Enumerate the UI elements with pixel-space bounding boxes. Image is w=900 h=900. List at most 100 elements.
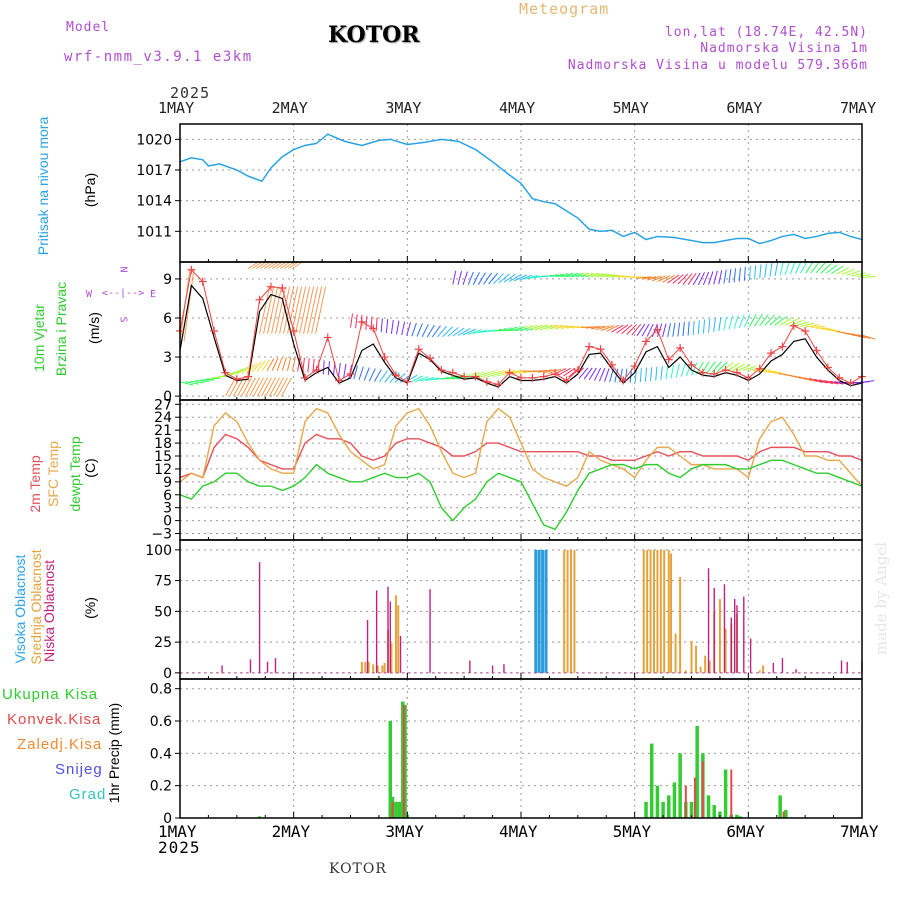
wind-barb <box>702 319 706 334</box>
wind-gust-marker <box>312 366 321 375</box>
wind-barb <box>462 328 476 336</box>
wind-barb <box>205 377 220 380</box>
bottom-day-label: 2MAY <box>271 822 311 841</box>
wind-barb <box>390 319 394 334</box>
bottom-day-label: 6MAY <box>726 822 765 841</box>
wind-barb <box>457 271 463 285</box>
y-tick-label: 21 <box>154 423 172 439</box>
top-day-label: 1MAY <box>158 99 195 117</box>
wind-gust-marker <box>732 368 741 377</box>
wind-barb <box>743 266 746 281</box>
wind-barb <box>554 324 569 329</box>
wind-barb <box>363 367 370 381</box>
wind-barb <box>179 381 194 386</box>
wind-barb <box>358 366 364 381</box>
wind-barb <box>563 367 576 377</box>
wind-barb <box>790 319 804 326</box>
wind-gust-marker <box>823 363 832 372</box>
wind-barb <box>723 316 728 331</box>
top-day-label: 4MAY <box>499 99 536 117</box>
top-day-label: 7MAY <box>840 99 877 117</box>
wind-barb <box>682 322 685 337</box>
wind-barb <box>723 269 727 284</box>
precip-legend-snow: Snijeg <box>55 761 103 778</box>
wind-barb <box>691 362 698 376</box>
wind-barb <box>728 269 732 284</box>
wind-gust-marker <box>471 372 480 381</box>
wind-barb <box>588 367 597 381</box>
wind-gust-marker <box>698 368 707 377</box>
grid-layer <box>180 124 862 819</box>
wind-barb <box>769 315 781 326</box>
wind-barb <box>539 324 554 330</box>
wind-gust-marker <box>642 337 651 346</box>
wind-barb <box>754 265 757 280</box>
wind-barb <box>846 270 861 276</box>
wind-barb <box>456 375 471 380</box>
wind-barb <box>748 265 751 281</box>
y-tick-label: 0 <box>163 514 172 530</box>
wind-barb <box>769 262 773 277</box>
wind-barb <box>606 273 620 278</box>
y-tick-label: 25 <box>154 635 172 651</box>
wind-barb <box>708 271 714 285</box>
wind-gust-marker <box>255 295 264 304</box>
wind-barb <box>519 274 533 281</box>
y-tick-label: 3 <box>163 501 172 517</box>
wind-barb <box>774 262 779 277</box>
wind-barb <box>616 324 629 334</box>
wind-barb <box>644 367 647 382</box>
frame-layer <box>179 123 863 819</box>
wind-gust-marker <box>710 369 719 378</box>
y-tick-label: 75 <box>154 574 172 590</box>
wind-barb <box>764 263 767 278</box>
wind-barb <box>706 361 716 374</box>
wind-hatch-line <box>287 261 299 269</box>
wind-barb <box>281 357 287 371</box>
y-tick-label: 6 <box>163 311 172 327</box>
wind-hatch-line <box>271 261 283 269</box>
wind-barb <box>420 376 435 382</box>
wind-barb <box>677 322 681 337</box>
wind-gust-marker <box>630 362 639 371</box>
wind-barb <box>795 260 802 274</box>
wind-gust-marker <box>369 324 378 333</box>
wind-barb <box>785 318 799 326</box>
wind-gust-marker <box>244 372 253 381</box>
wind-gust-marker <box>687 360 696 369</box>
wind-barb <box>544 324 559 330</box>
wind-barb <box>503 328 518 332</box>
wind-barb <box>759 264 762 279</box>
y-tick-label: 0.4 <box>150 746 172 762</box>
wind-barb <box>611 324 624 333</box>
bottom-day-label: 7MAY <box>840 822 879 841</box>
wind-barb <box>415 376 429 383</box>
compass-e-label: E <box>150 289 157 300</box>
wind-barb <box>421 324 429 338</box>
wind-gust-marker <box>517 373 525 382</box>
wind-barb <box>503 273 516 283</box>
wind-barb <box>442 326 453 338</box>
precip-legend-conv: Konvek.Kisa <box>7 711 102 728</box>
wind-barb <box>733 268 737 283</box>
wind-barb <box>307 358 310 373</box>
wind-gust-marker <box>607 360 616 369</box>
wind-barb <box>549 274 564 278</box>
wind-barb <box>749 314 757 327</box>
wind-gust-marker <box>482 377 491 386</box>
wind-hatch-line <box>277 377 288 397</box>
wind-barb <box>713 270 718 285</box>
wind-barb <box>639 368 642 383</box>
wind-hatch-line <box>259 286 271 334</box>
wind-barb <box>431 325 441 338</box>
wind-barb <box>560 324 575 329</box>
wind-gust-marker <box>789 321 798 330</box>
wind-gust-marker <box>755 364 764 373</box>
y-tick-label: −3 <box>151 527 172 543</box>
y-tick-label: 24 <box>154 410 172 426</box>
wind-barb <box>805 261 814 274</box>
wind-barb <box>800 322 815 327</box>
wind-barb <box>471 373 486 378</box>
wind-barb <box>558 367 571 376</box>
wind-barb <box>555 274 570 278</box>
